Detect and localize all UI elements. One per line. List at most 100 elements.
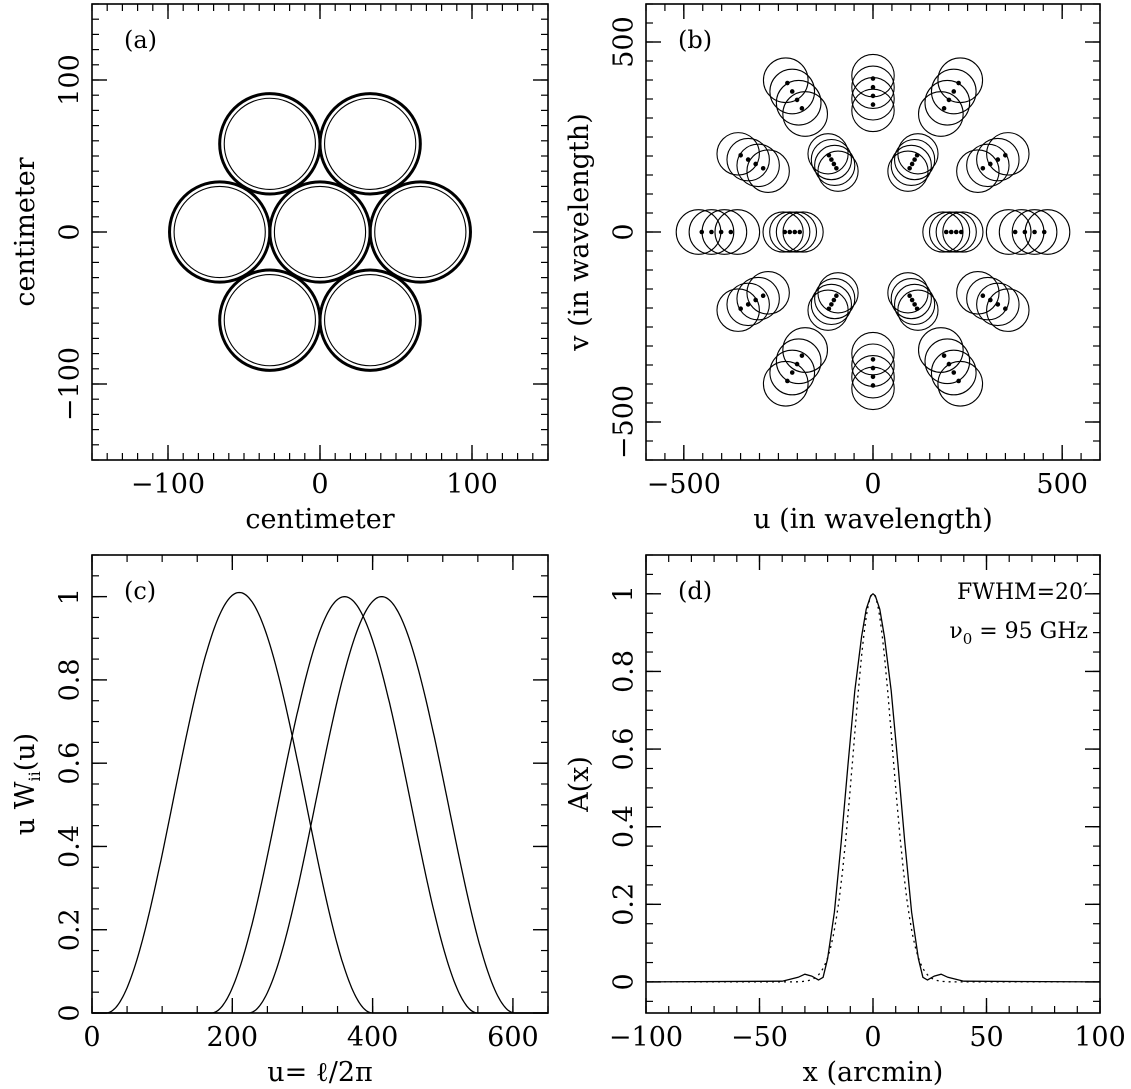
uv-coverage-circle <box>935 211 977 253</box>
uv-point <box>785 378 790 384</box>
dish-outer-circle <box>218 268 322 372</box>
uv-point <box>797 229 803 235</box>
uv-point <box>738 306 743 312</box>
uv-point <box>870 383 876 388</box>
uv-coverage-circle <box>897 289 939 331</box>
uv-point <box>870 84 876 90</box>
uv-point <box>951 370 957 375</box>
uv-point <box>826 306 832 312</box>
uv-coverage-circle <box>890 144 932 187</box>
panel-a-x-tick-label: 100 <box>446 469 498 500</box>
uv-coverage-circle <box>986 288 1030 332</box>
window-function-curve <box>92 595 548 1014</box>
uv-point <box>760 165 766 171</box>
dish-outer-circle <box>368 180 472 284</box>
uv-point <box>785 80 790 86</box>
panel-c-y-tick-label: 0.8 <box>55 658 86 701</box>
panel-d: −100 −50 0 50 100 0 0.2 0.4 0.6 0.8 1 (d) FWHM=20′ ν0… <box>564 554 1126 1088</box>
uv-point <box>870 93 876 99</box>
uv-coverage-circle <box>930 349 977 396</box>
uv-point <box>909 297 915 303</box>
panel-d-panel-label: (d) <box>678 577 712 605</box>
panel-b-x-tick-label: 500 <box>1036 469 1088 500</box>
panel-c-y-tick-label: 1 <box>55 588 86 605</box>
uv-coverage-circle <box>746 149 790 193</box>
uv-coverage-circle <box>810 138 853 181</box>
uv-point <box>870 365 876 371</box>
uv-point <box>907 165 912 171</box>
uv-point <box>831 297 837 303</box>
uv-point <box>980 165 986 171</box>
uv-coverage-circle <box>714 209 761 255</box>
dish-outer-circle <box>268 180 372 284</box>
panel-c-x-tick-label: 0 <box>83 1022 100 1053</box>
uv-coverage-circle <box>769 211 811 253</box>
uv-point <box>946 97 952 103</box>
panel-c-x-tick-label: 200 <box>207 1022 259 1053</box>
uv-coverage-circle <box>769 349 816 396</box>
uv-point <box>995 302 1001 307</box>
uv-coverage-circle <box>942 211 984 253</box>
uv-point <box>907 293 912 299</box>
panel-c-x-tick-label: 400 <box>347 1022 399 1053</box>
uv-point <box>753 297 758 303</box>
uv-point <box>1022 229 1028 235</box>
uv-coverage-circle <box>937 360 984 407</box>
panel-a-x-tick-label: −100 <box>131 469 205 500</box>
uv-coverage-circle <box>897 133 939 175</box>
uv-coverage-circle <box>956 271 1000 315</box>
uv-point <box>941 106 947 111</box>
panel-b-y-tick-label: 0 <box>609 223 640 240</box>
panel-a-y-tick-label: −100 <box>55 347 86 421</box>
uv-point <box>699 229 705 235</box>
uv-coverage-circle <box>807 289 849 331</box>
uv-point <box>745 157 751 162</box>
uv-coverage-circle <box>966 276 1010 321</box>
uv-coverage-circle <box>851 355 895 399</box>
uv-coverage-circle <box>966 143 1010 188</box>
panel-d-x-axis-label: x (arcmin) <box>803 1057 944 1088</box>
uv-point <box>753 161 758 167</box>
panel-b: −500 0 500 −500 0 500 (b) u (in wavelength) v (i… <box>564 3 1101 535</box>
dish-inner-circle <box>223 274 316 367</box>
uv-point <box>782 229 788 235</box>
dish-outer-circle <box>318 268 422 372</box>
uv-coverage-circle <box>1011 209 1058 255</box>
panel-b-y-tick-label: 500 <box>609 16 640 68</box>
dish-inner-circle <box>273 185 367 279</box>
panel-b-x-axis-label: u (in wavelength) <box>753 504 993 535</box>
uv-coverage-circle <box>736 276 780 321</box>
uv-point <box>1041 229 1047 235</box>
uv-coverage-circle <box>701 209 748 255</box>
panel-c-y-tick-label: 0.2 <box>55 908 86 951</box>
uv-point <box>941 353 947 358</box>
panel-d-y-tick-label: 1 <box>609 585 640 602</box>
uv-point <box>1012 229 1018 235</box>
nu0-annotation: ν0 = 95 GHz <box>949 619 1088 648</box>
uv-point <box>995 157 1001 162</box>
uv-point <box>946 361 952 367</box>
uv-coverage-circle <box>814 144 856 187</box>
uv-point <box>792 229 798 235</box>
uv-point <box>914 306 920 312</box>
uv-coverage-circle <box>1024 209 1071 255</box>
panel-b-frame <box>645 3 1101 461</box>
uv-coverage-circle <box>998 209 1045 255</box>
uv-coverage-circle <box>937 57 984 104</box>
panel-c-y-tick-label: 0.6 <box>55 742 86 785</box>
uv-point <box>956 80 961 86</box>
beam-profile-solid <box>645 592 1101 983</box>
uv-point <box>799 353 805 358</box>
uv-point <box>789 370 795 375</box>
panel-d-y-axis-label: A(x) <box>564 756 595 813</box>
uv-coverage-circle <box>893 283 936 326</box>
uv-point <box>914 152 920 158</box>
panel-a-panel-label: (a) <box>124 26 157 54</box>
uv-coverage-circle <box>976 282 1020 327</box>
uv-coverage-circle <box>976 137 1020 182</box>
panel-d-y-tick-label: 0.8 <box>609 650 640 693</box>
panel-b-x-tick-label: −500 <box>647 469 721 500</box>
uv-coverage-circle <box>746 271 790 315</box>
uv-coverage-circle <box>775 211 818 253</box>
